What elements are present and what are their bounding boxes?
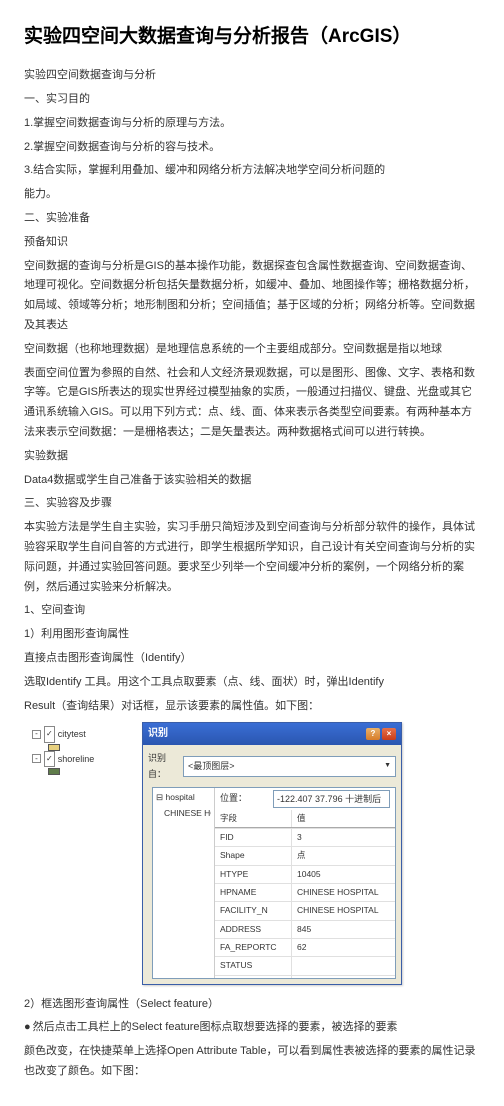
property-key: 字段 bbox=[215, 810, 291, 827]
q1-2-heading: 2）框选图形查询属性（Select feature） bbox=[24, 995, 480, 1015]
sec2-p4: Data4数据或学生自己准备于该实验相关的数据 bbox=[24, 471, 480, 491]
sec2-p3: 表面空间位置为参照的自然、社会和人文经济景观数据，可以是图形、图像、文字、表格和… bbox=[24, 364, 480, 443]
location-label: 位置： bbox=[220, 790, 247, 808]
property-value: 62 bbox=[291, 939, 395, 956]
layer-tree: - ✓ citytest - ✓ shoreline bbox=[24, 722, 134, 984]
location-row: 位置： -122.407 37.796 十进制后 bbox=[215, 788, 395, 810]
property-value bbox=[291, 976, 395, 978]
location-value: -122.407 37.796 十进制后 bbox=[273, 790, 390, 808]
dropdown-value: <最顶图层> bbox=[188, 758, 235, 774]
property-row: ADDRESS845 bbox=[215, 920, 395, 938]
property-header: 字段值 bbox=[215, 810, 395, 828]
q1-1-p2: 选取Identify 工具。用这个工具点取要素（点、线、面状）时，弹出Ident… bbox=[24, 673, 480, 693]
sec2-sub: 预备知识 bbox=[24, 233, 480, 253]
page-title: 实验四空间大数据查询与分析报告（ArcGIS） bbox=[24, 20, 480, 54]
sec1-item1: 1.掌握空间数据查询与分析的原理与方法。 bbox=[24, 114, 480, 134]
close-button[interactable]: × bbox=[382, 728, 396, 740]
window-body: 识别自： <最顶图层> ▼ ⊟ hospital CHINESE HOSPITA… bbox=[143, 745, 401, 983]
color-swatch bbox=[48, 768, 60, 775]
help-button[interactable]: ? bbox=[366, 728, 380, 740]
result-panel: ⊟ hospital CHINESE HOSPITAL 位置： -122.407… bbox=[152, 787, 396, 979]
property-row: FA_REPORTC62 bbox=[215, 938, 395, 956]
section1-heading: 一、实习目的 bbox=[24, 90, 480, 110]
minus-icon: - bbox=[32, 730, 41, 739]
sec1-item4: 能力。 bbox=[24, 185, 480, 205]
property-row bbox=[215, 975, 395, 978]
identify-from-dropdown[interactable]: <最顶图层> ▼ bbox=[183, 756, 396, 776]
color-swatch bbox=[48, 744, 60, 751]
property-row: HPNAMECHINESE HOSPITAL bbox=[215, 883, 395, 901]
property-row: Shape点 bbox=[215, 846, 395, 864]
property-key bbox=[215, 976, 291, 978]
property-value: 10405 bbox=[291, 866, 395, 883]
window-title: 识别 bbox=[148, 725, 168, 743]
tree-node[interactable]: ⊟ hospital bbox=[156, 790, 211, 805]
property-list: 字段值FID3Shape点HTYPE10405HPNAMECHINESE HOS… bbox=[215, 810, 395, 978]
property-key: FA_REPORTC bbox=[215, 939, 291, 956]
sec2-p1: 空间数据的查询与分析是GIS的基本操作功能，数据探查包含属性数据查询、空间数据查… bbox=[24, 257, 480, 336]
chevron-down-icon: ▼ bbox=[384, 760, 391, 773]
property-value: 值 bbox=[291, 810, 395, 827]
result-tree[interactable]: ⊟ hospital CHINESE HOSPITAL bbox=[153, 788, 215, 978]
tree-label: citytest bbox=[58, 726, 86, 742]
tree-item[interactable]: - ✓ shoreline bbox=[32, 751, 134, 767]
sec2-sub2: 实验数据 bbox=[24, 447, 480, 467]
property-value: 点 bbox=[291, 847, 395, 864]
property-key: ADDRESS bbox=[215, 921, 291, 938]
property-value bbox=[291, 957, 395, 974]
property-value: 3 bbox=[291, 829, 395, 846]
property-key: HTYPE bbox=[215, 866, 291, 883]
property-row: FACILITY_NCHINESE HOSPITAL bbox=[215, 901, 395, 919]
property-value: CHINESE HOSPITAL bbox=[291, 902, 395, 919]
tree-item[interactable]: - ✓ citytest bbox=[32, 726, 134, 742]
identify-window: 识别 ? × 识别自： <最顶图层> ▼ ⊟ hospital CHINESE … bbox=[142, 722, 402, 984]
property-key: FACILITY_N bbox=[215, 902, 291, 919]
q1-2-p2: 颜色改变，在快捷菜单上选择Open Attribute Table，可以看到属性… bbox=[24, 1042, 480, 1082]
section2-heading: 二、实验准备 bbox=[24, 209, 480, 229]
q1-1-p3: Result（查询结果）对话框，显示该要素的属性值。如下图： bbox=[24, 697, 480, 717]
property-value: 845 bbox=[291, 921, 395, 938]
q1-heading: 1、空间查询 bbox=[24, 601, 480, 621]
window-titlebar[interactable]: 识别 ? × bbox=[143, 723, 401, 745]
q1-1-p1: 直接点击图形查询属性（Identify） bbox=[24, 649, 480, 669]
property-key: STATUS bbox=[215, 957, 291, 974]
tree-leaf[interactable]: CHINESE HOSPITAL bbox=[156, 806, 211, 821]
q1-1-heading: 1）利用图形查询属性 bbox=[24, 625, 480, 645]
identify-figure: - ✓ citytest - ✓ shoreline 识别 ? × 识别自： <… bbox=[24, 722, 480, 984]
sec1-item3: 3.结合实际，掌握利用叠加、缓冲和网络分析方法解决地学空间分析问题的 bbox=[24, 161, 480, 181]
check-icon[interactable]: ✓ bbox=[44, 726, 55, 742]
q1-2-p1: 然后点击工具栏上的Select feature图标点取想要选择的要素，被选择的要… bbox=[24, 1018, 480, 1038]
sec3-p1: 本实验方法是学生自主实验，实习手册只简短涉及到空间查询与分析部分软件的操作，具体… bbox=[24, 518, 480, 597]
property-key: HPNAME bbox=[215, 884, 291, 901]
identify-from-label: 识别自： bbox=[148, 750, 178, 782]
property-key: Shape bbox=[215, 847, 291, 864]
tree-label: shoreline bbox=[58, 751, 95, 767]
property-row: FID3 bbox=[215, 828, 395, 846]
property-value: CHINESE HOSPITAL bbox=[291, 884, 395, 901]
sec2-p2: 空间数据（也称地理数据）是地理信息系统的一个主要组成部分。空间数据是指以地球 bbox=[24, 340, 480, 360]
sec1-item2: 2.掌握空间数据查询与分析的容与技术。 bbox=[24, 138, 480, 158]
property-row: HTYPE10405 bbox=[215, 865, 395, 883]
minus-icon: - bbox=[32, 754, 41, 763]
subtitle: 实验四空间数据查询与分析 bbox=[24, 66, 480, 86]
check-icon[interactable]: ✓ bbox=[44, 751, 55, 767]
property-row: STATUS bbox=[215, 956, 395, 974]
section3-heading: 三、实验容及步骤 bbox=[24, 494, 480, 514]
property-key: FID bbox=[215, 829, 291, 846]
